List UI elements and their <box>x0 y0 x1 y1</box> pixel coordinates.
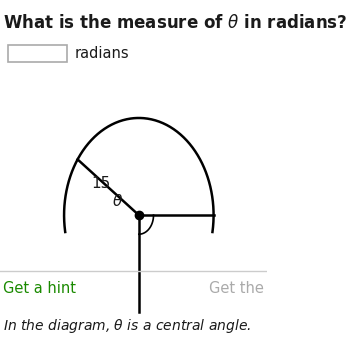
Text: $\theta$: $\theta$ <box>112 193 123 209</box>
Text: Get the: Get the <box>209 280 264 296</box>
Text: 15: 15 <box>91 176 110 191</box>
Text: Get a hint: Get a hint <box>3 280 76 296</box>
Text: In the diagram, $\theta$ is a central angle.: In the diagram, $\theta$ is a central an… <box>3 317 251 335</box>
FancyBboxPatch shape <box>8 45 67 62</box>
Text: What is the measure of $\theta$ in radians?: What is the measure of $\theta$ in radia… <box>3 14 346 32</box>
Text: radians: radians <box>75 46 129 61</box>
